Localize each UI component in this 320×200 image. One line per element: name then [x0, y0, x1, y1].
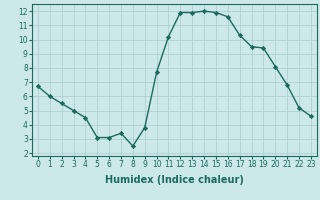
X-axis label: Humidex (Indice chaleur): Humidex (Indice chaleur)	[105, 175, 244, 185]
